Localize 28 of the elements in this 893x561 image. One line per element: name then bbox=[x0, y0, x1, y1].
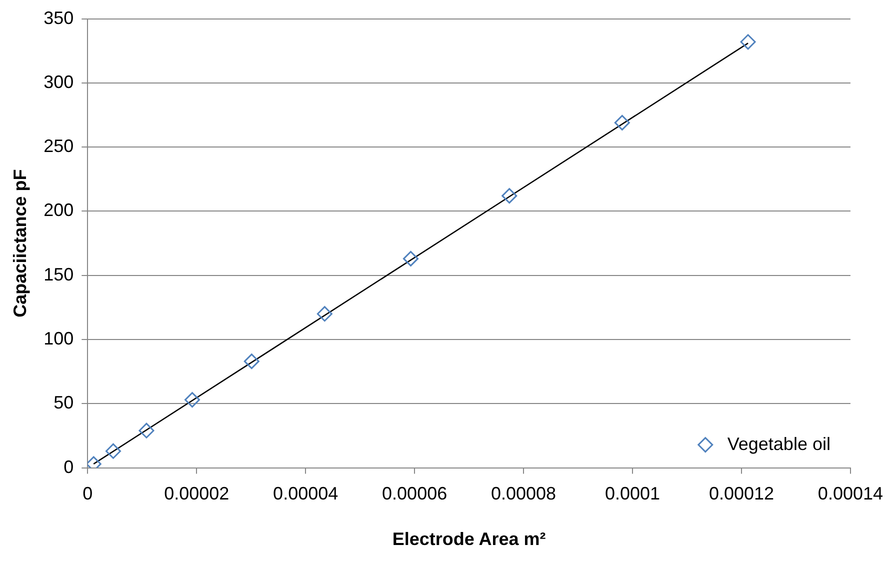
y-axis-title: Capaciictance pF bbox=[10, 169, 30, 318]
x-tick-label: 0 bbox=[82, 484, 93, 504]
y-tick-label: 0 bbox=[64, 456, 74, 477]
x-tick-label: 0.00004 bbox=[273, 484, 338, 504]
y-tick-label: 300 bbox=[44, 72, 74, 92]
y-tick-label: 250 bbox=[44, 136, 74, 156]
x-axis-title: Electrode Area m² bbox=[392, 529, 546, 550]
y-tick-label: 200 bbox=[44, 200, 74, 220]
point bbox=[138, 422, 154, 438]
y-tick-label: 150 bbox=[44, 264, 74, 284]
point bbox=[614, 114, 630, 130]
y-tick-label: 100 bbox=[44, 328, 74, 348]
x-tick-label: 0.00014 bbox=[818, 484, 884, 504]
y-tick-label: 350 bbox=[44, 8, 74, 28]
x-tick-label: 0.00012 bbox=[708, 484, 774, 504]
point bbox=[244, 354, 260, 370]
legend-label: Vegetable oil bbox=[727, 434, 830, 454]
point bbox=[316, 306, 332, 322]
x-tick-label: 0.00008 bbox=[491, 484, 556, 504]
point bbox=[502, 188, 518, 204]
x-tick-label: 0.00006 bbox=[382, 484, 448, 504]
x-tick-label: 0.00002 bbox=[164, 484, 230, 504]
point bbox=[403, 250, 418, 266]
x-tick-label: 0.0001 bbox=[604, 484, 660, 504]
point bbox=[184, 392, 200, 408]
point bbox=[105, 443, 121, 459]
y-tick-label: 50 bbox=[54, 392, 74, 413]
point bbox=[740, 34, 756, 50]
